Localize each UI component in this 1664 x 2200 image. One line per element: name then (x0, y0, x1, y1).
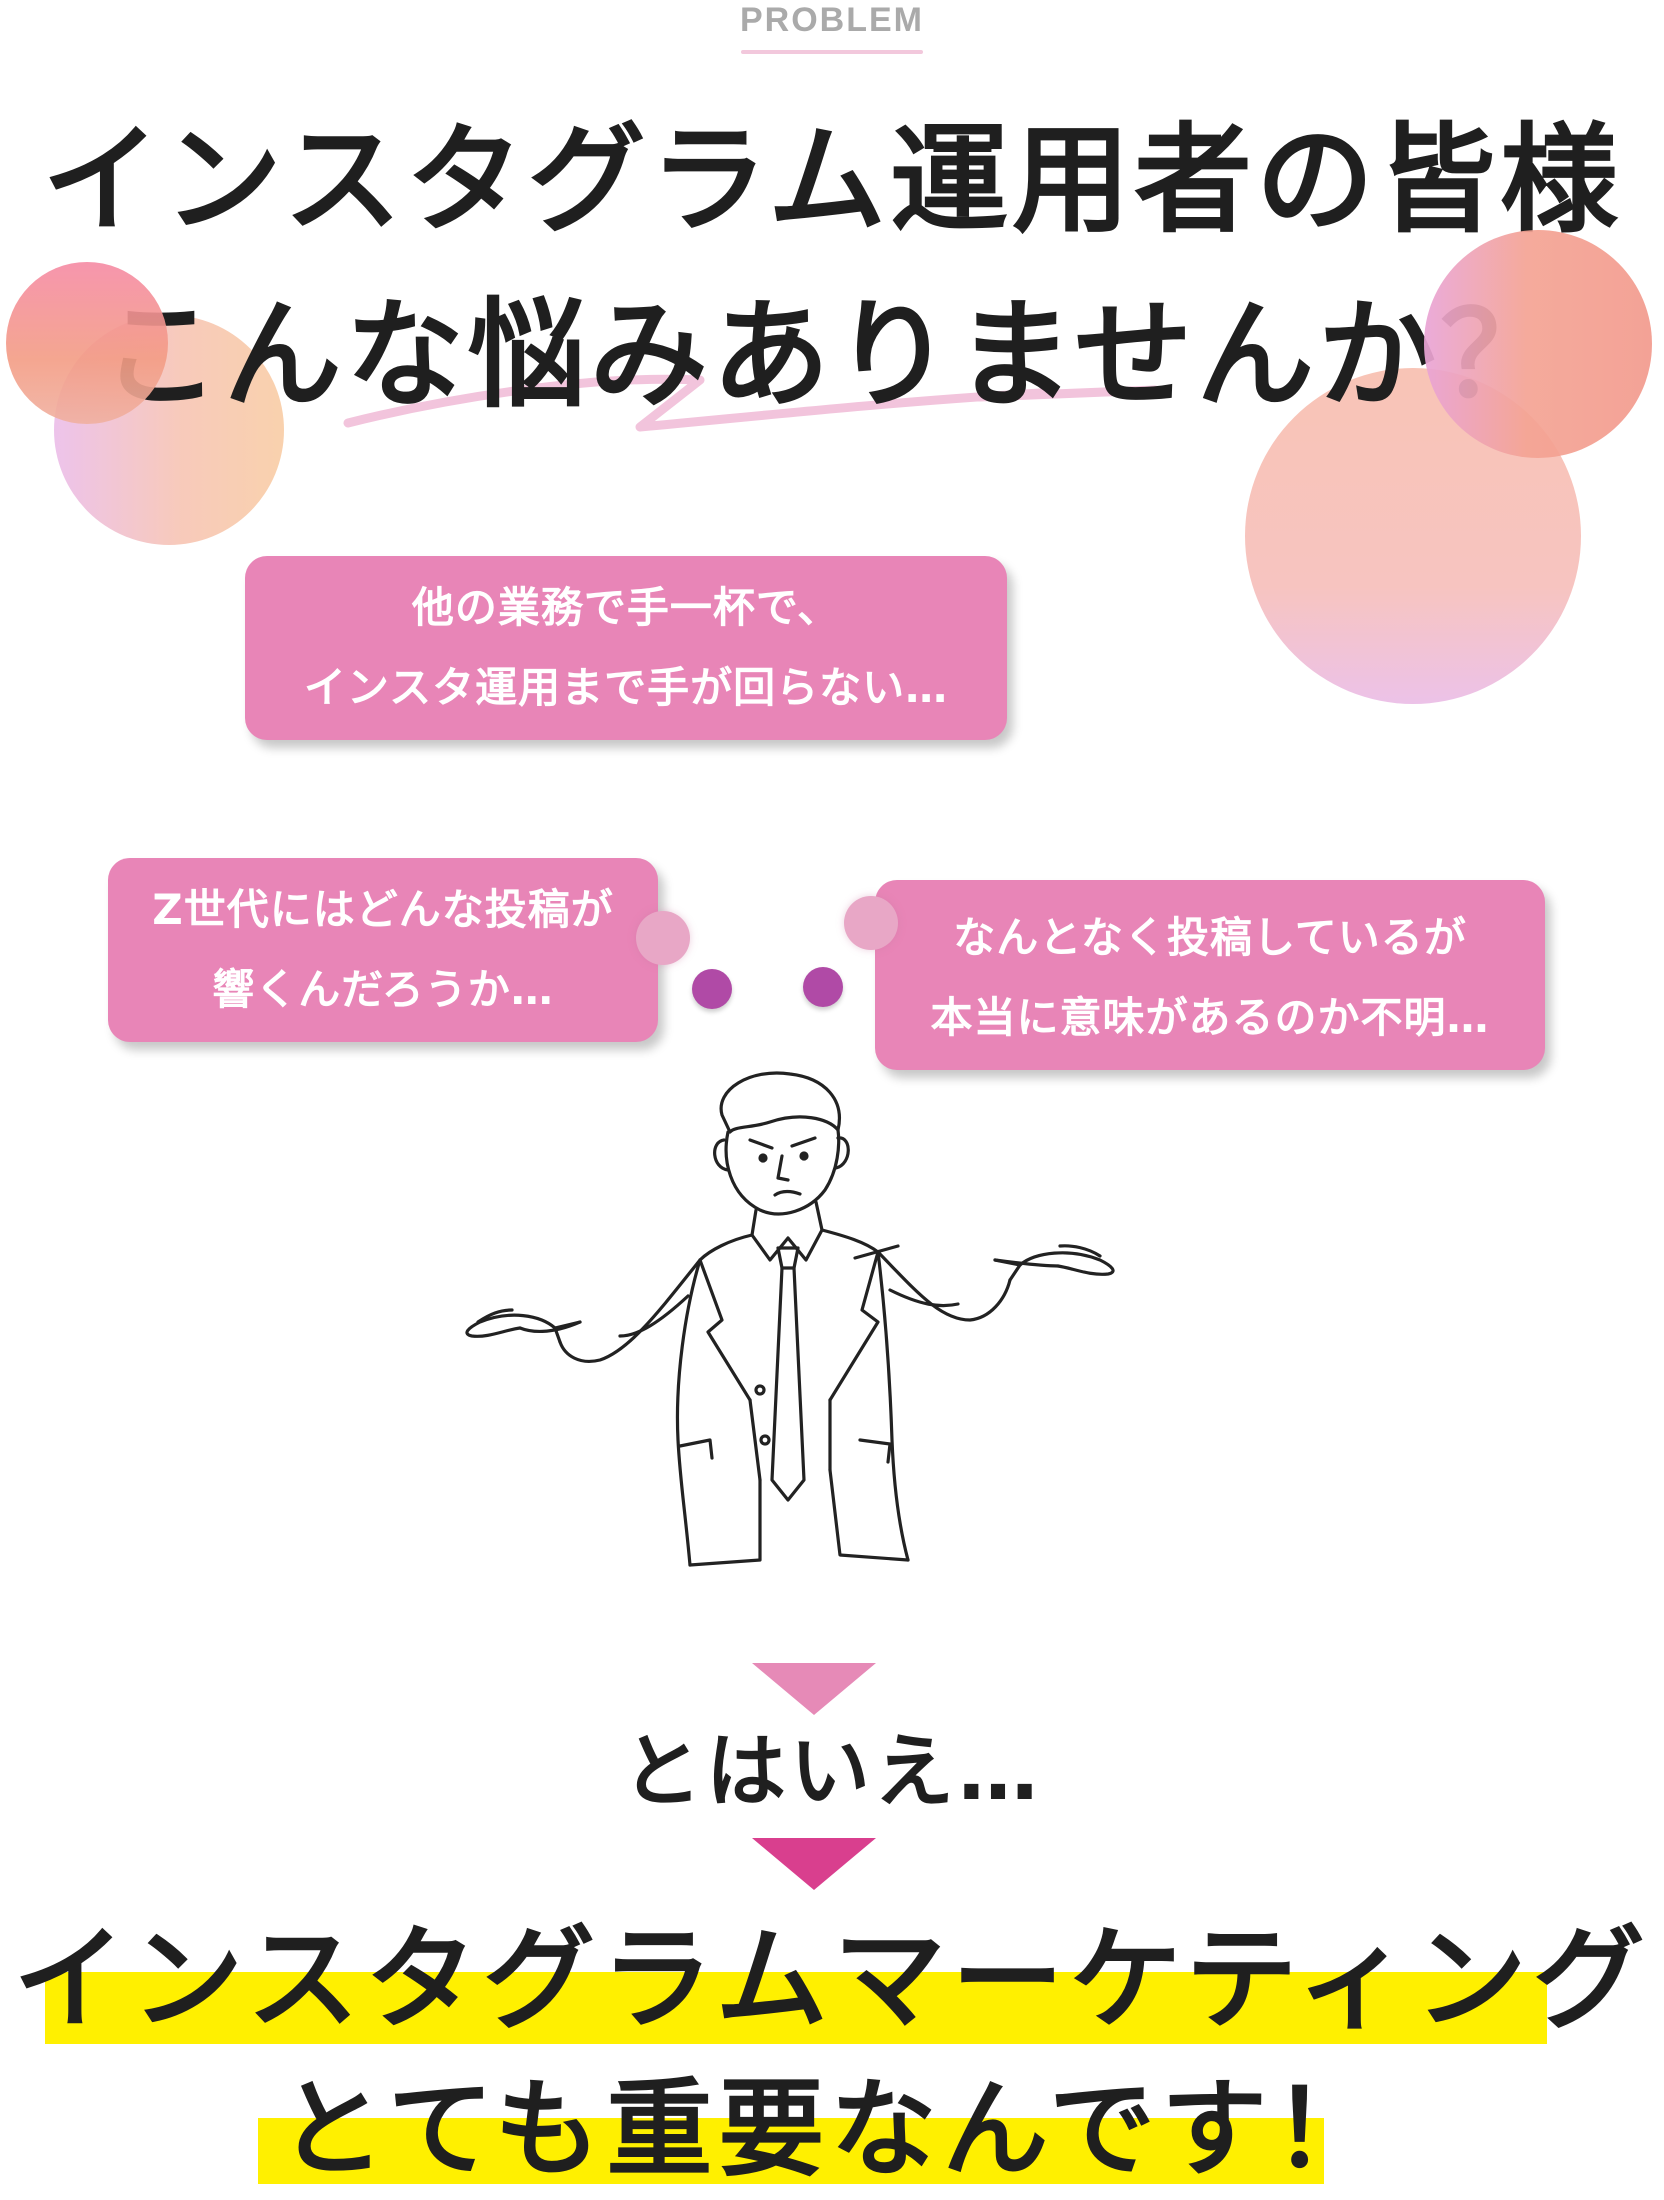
conclusion-line-2: とても重要なんです！ (278, 2068, 1386, 2191)
thought-dot (844, 896, 898, 950)
worry-bubble-1: 他の業務で手一杯で、 インスタ運用まで手が回らない… (245, 556, 1007, 740)
bubble-text: なんとなく投稿しているが (953, 913, 1467, 962)
worry-bubble-3: なんとなく投稿しているが 本当に意味があるのか不明… (875, 880, 1545, 1070)
decorative-circle (6, 262, 168, 424)
thought-dot (692, 969, 732, 1009)
conclusion-line-1: インスタグラムマーケティング (13, 1915, 1651, 2045)
bubble-text: 響くんだろうか… (212, 965, 554, 1014)
headline-line-2: こんな悩みありませんか？ (101, 286, 1563, 424)
triangle-down-icon (752, 1663, 876, 1715)
thought-dot (803, 967, 843, 1007)
transition-text: とはいえ… (622, 1725, 1042, 1818)
decorative-circle (1424, 230, 1652, 458)
squiggle-decoration (343, 374, 1160, 432)
highlight-marker (258, 2118, 1324, 2184)
bubble-text: 本当に意味があるのか不明… (930, 993, 1490, 1042)
confused-businessman-icon (465, 1071, 1115, 1567)
section-label: PROBLEM (740, 1, 924, 39)
bubble-text: 他の業務で手一杯で、 (411, 583, 841, 632)
triangle-down-icon (752, 1838, 876, 1890)
highlight-marker (45, 1972, 1547, 2044)
section-label-underline (741, 50, 923, 54)
headline-line-1: インスタグラム運用者の皆様 (41, 111, 1623, 249)
thought-dot (636, 911, 690, 965)
bubble-text: Z世代にはどんな投稿が (152, 885, 614, 934)
bubble-text: インスタ運用まで手が回らない… (303, 663, 949, 712)
worry-bubble-2: Z世代にはどんな投稿が 響くんだろうか… (108, 858, 658, 1042)
